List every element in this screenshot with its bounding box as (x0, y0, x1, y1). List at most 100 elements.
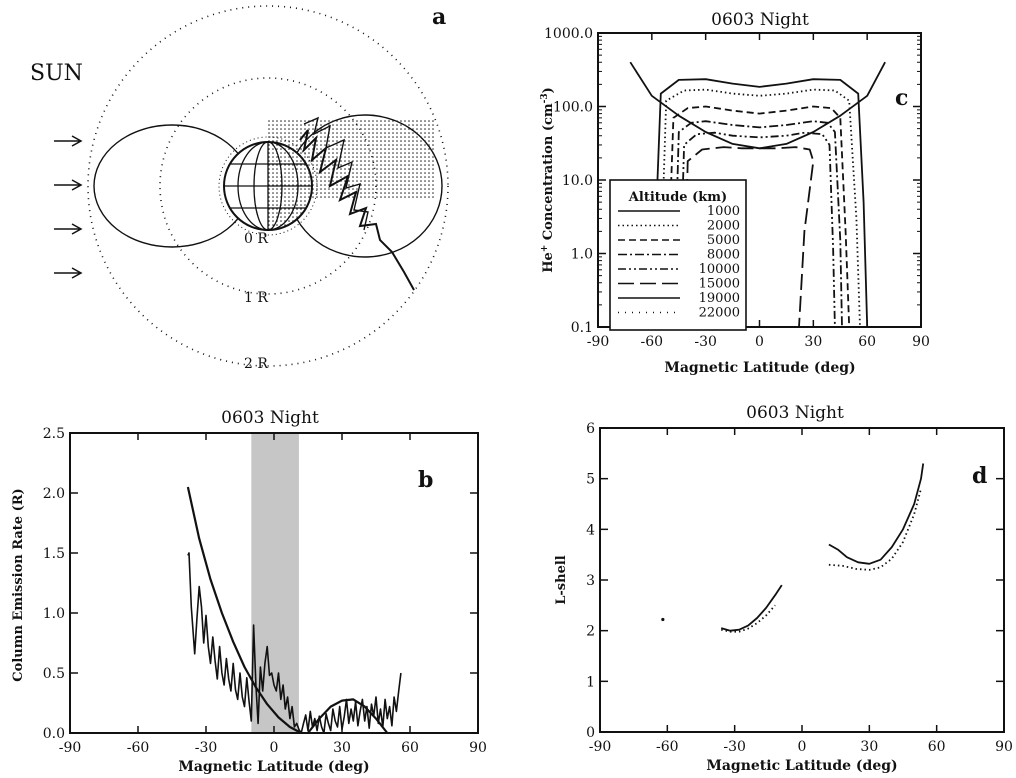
y-tick-label: 0 (586, 725, 595, 741)
x-tick-label: 60 (401, 740, 419, 756)
y-tick-label: 2 (586, 624, 595, 640)
x-tick-label: 0 (755, 334, 764, 350)
sun-arrows (54, 135, 83, 279)
x-tick-label: 30 (860, 739, 878, 755)
y-tick-label: 4 (586, 522, 595, 538)
y-tick-label: 1.0 (571, 247, 593, 263)
x-tick-label: -30 (723, 739, 746, 755)
y-axis-label: L-shell (554, 555, 569, 605)
series-line (828, 488, 922, 571)
y-tick-label: 100.0 (553, 100, 593, 116)
x-tick-label: -60 (127, 740, 150, 756)
axis-ticks: -90 -60 -30 0 30 60 90 0.0 0.5 1.0 1.5 2.0 2.5 (43, 426, 487, 756)
y-tick-label: 10.0 (562, 173, 593, 189)
legend-entry: 10000 (699, 262, 740, 277)
y-axis-label: Column Emission Rate (R) (11, 488, 26, 681)
x-tick-label: -60 (656, 739, 679, 755)
x-tick-label: 60 (858, 334, 876, 350)
y-tick-label: 0.0 (43, 726, 65, 742)
legend-entry: 8000 (707, 248, 740, 263)
x-tick-label: 90 (912, 334, 930, 350)
legend-entry: 2000 (707, 219, 740, 234)
series-line (650, 78, 869, 328)
series-line (665, 105, 851, 328)
x-tick-label: 30 (333, 740, 351, 756)
legend: Altitude (km) 10002000500080001000015000… (609, 179, 747, 331)
earth-globe (218, 136, 318, 236)
ring-label-1r: 1 R (244, 290, 268, 306)
x-tick-label: -30 (694, 334, 717, 350)
y-tick-label: 0.5 (43, 666, 65, 682)
legend-entry: 19000 (699, 291, 740, 306)
axis-ticks: -90 -60 -30 0 30 60 90 0.1 1.0 10.0 100.0 1000.0 (544, 26, 930, 350)
sun-ray-arrow (54, 135, 83, 147)
y-tick-label: 5 (586, 472, 595, 488)
y-tick-label: 3 (586, 573, 595, 589)
x-tick-label: -60 (641, 334, 664, 350)
legend-entry: 22000 (699, 306, 740, 321)
legend-title: Altitude (km) (628, 190, 727, 205)
series-line (683, 146, 815, 328)
x-axis-label: Magnetic Latitude (deg) (178, 759, 369, 775)
series-line (658, 88, 861, 328)
panel-b-label: b (418, 467, 433, 493)
y-axis-label: He+ Concentration (cm-3) (540, 87, 556, 273)
x-axis-label: Magnetic Latitude (deg) (664, 360, 855, 376)
track-trace-secondary (303, 116, 369, 231)
x-tick-label: -90 (589, 739, 612, 755)
ring-2r (87, 5, 449, 367)
axis-ticks: -90 -60 -30 0 30 60 90 0 1 2 3 4 5 6 (586, 421, 1013, 755)
sun-label: SUN (30, 61, 83, 86)
x-tick-label: 90 (995, 739, 1013, 755)
chart-title: 0603 Night (221, 408, 319, 428)
y-tick-label: 2.0 (43, 486, 65, 502)
x-tick-label: -90 (587, 334, 610, 350)
y-tick-label: 1.5 (43, 546, 65, 562)
x-tick-label: 60 (928, 739, 946, 755)
ring-label-2r: 2 R (244, 356, 268, 372)
series-line (672, 120, 843, 328)
chart-title: 0603 Night (746, 403, 844, 423)
panel-c-chart: 0603 Night -90 -60 -30 0 30 60 90 0.1 1.0 10.0 100… (540, 10, 930, 376)
x-tick-label: -30 (195, 740, 218, 756)
panel-a-diagram: a SUN 0 R 1 R 2 R (30, 4, 449, 372)
y-tick-label: 1000.0 (544, 26, 593, 42)
series-group (661, 463, 925, 633)
sun-ray-arrow (54, 223, 83, 235)
series-line (828, 463, 925, 565)
x-tick-label: 0 (798, 739, 807, 755)
legend-entry: 5000 (707, 233, 740, 248)
y-tick-label: 1 (586, 674, 595, 690)
legend-box (609, 179, 747, 331)
panel-d-chart: 0603 Night -90 -60 -30 0 30 60 90 0 1 2 3 4 5 6 Magne… (554, 403, 1013, 774)
series-line (720, 584, 783, 632)
series-line (186, 486, 302, 734)
series-group (186, 486, 402, 734)
y-tick-label: 0.1 (571, 320, 593, 336)
series-line (721, 604, 776, 633)
x-tick-label: 90 (469, 740, 487, 756)
chart-title: 0603 Night (711, 10, 809, 30)
series-line (629, 61, 886, 150)
y-tick-label: 1.0 (43, 606, 65, 622)
panel-b-chart: 0603 Night -90 -60 -30 0 30 60 90 0.0 0.5 1.0 1.5 2… (11, 408, 487, 775)
x-axis-label: Magnetic Latitude (deg) (706, 758, 897, 774)
panel-d-label: d (972, 463, 987, 489)
sun-ray-arrow (54, 179, 83, 191)
x-tick-label: 30 (804, 334, 822, 350)
sun-ray-arrow (54, 267, 83, 279)
panel-a-label: a (432, 4, 446, 30)
legend-entry: 15000 (699, 277, 740, 292)
y-tick-label: 2.5 (43, 426, 65, 442)
track-trace (299, 129, 415, 291)
x-tick-label: 0 (270, 740, 279, 756)
x-tick-label: -90 (59, 740, 82, 756)
legend-entry: 1000 (707, 204, 740, 219)
plot-frame (599, 427, 1005, 733)
series-line (187, 552, 402, 734)
data-point (661, 617, 665, 622)
panel-c-label: c (895, 85, 908, 111)
series-group (629, 61, 886, 328)
y-tick-label: 6 (586, 421, 595, 437)
